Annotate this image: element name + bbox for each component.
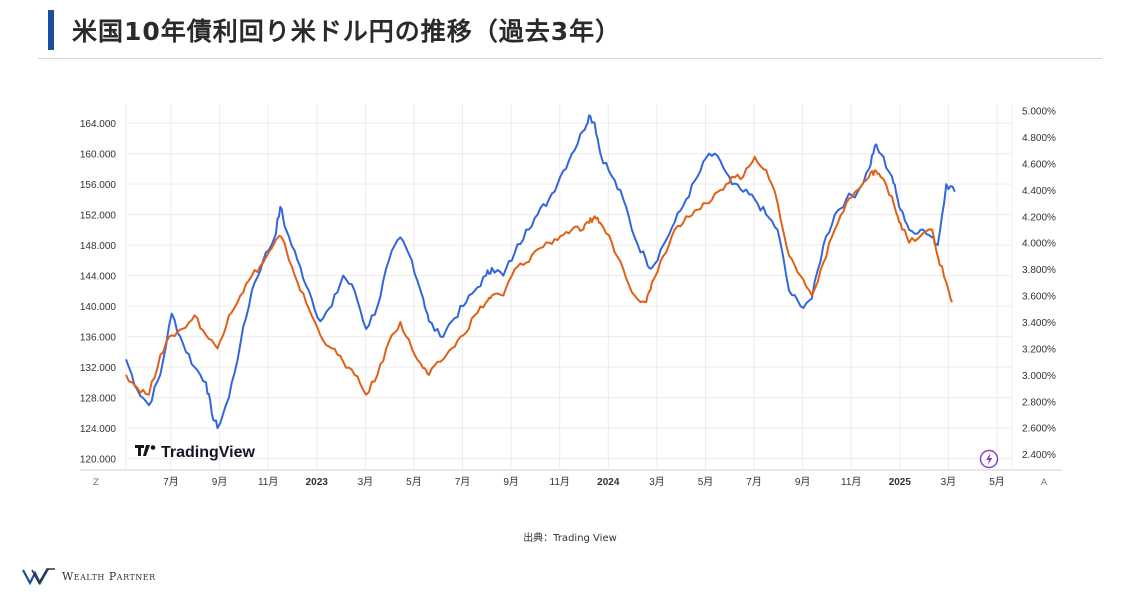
left-axis-tick-label: 156.000 [80, 180, 117, 191]
left-axis-tick-label: 144.000 [80, 272, 117, 283]
right-axis-tick-label: 4.200% [1022, 212, 1056, 223]
source-note: 出典：Trading View [523, 533, 617, 544]
tradingview-logo-icon [135, 445, 150, 456]
right-axis-tick-label: 3.200% [1022, 344, 1056, 355]
left-axis-tick-label: 152.000 [80, 211, 117, 222]
lightning-icon [979, 449, 999, 469]
right-axis-tick-label: 2.400% [1022, 450, 1056, 461]
tradingview-wordmark: TradingView [161, 444, 256, 461]
left-axis-tick-label: 160.000 [80, 150, 117, 161]
wealth-partner-logo-icon [22, 568, 55, 585]
tradingview-logo-dot [150, 445, 156, 450]
x-axis-tick-label: 9月 [503, 476, 519, 488]
x-axis-tick-label: 2025 [889, 477, 912, 488]
right-axis-tick-label: 5.000% [1022, 107, 1056, 118]
left-axis-tick-label: 140.000 [80, 302, 117, 313]
left-axis-tick-label: 132.000 [80, 363, 117, 374]
left-axis-tick-label: 164.000 [80, 119, 117, 130]
x-axis-tick-label: 9月 [795, 476, 811, 488]
x-axis-tick-label: 2023 [306, 477, 329, 488]
x-axis-tick-label: 7月 [163, 476, 179, 488]
x-axis-tick-label: 3月 [941, 476, 957, 488]
left-axis-tick-label: 148.000 [80, 241, 117, 252]
right-axis-tick-label: 4.600% [1022, 159, 1056, 170]
right-axis-tick-label: 3.800% [1022, 265, 1056, 276]
right-axis-tick-label: 2.600% [1022, 424, 1056, 435]
line-chart: 120.000 124.000 128.000 132.000 136.000 140.0… [80, 104, 1062, 488]
lightning-icon-bolt [986, 453, 993, 465]
x-axis-tick-label: 7月 [455, 476, 471, 488]
right-axis-tick-label: 2.800% [1022, 397, 1056, 408]
right-axis-tick-label: 4.000% [1022, 239, 1056, 250]
right-axis-tick-label: 3.600% [1022, 292, 1056, 303]
usdjpy-series-line [125, 114, 956, 430]
x-axis-tick-label: 7月 [746, 476, 762, 488]
left-axis-tick-label: 136.000 [80, 333, 117, 344]
tradingview-watermark: TradingView [135, 444, 256, 461]
left-axis-tick-label: 124.000 [80, 424, 117, 435]
x-axis-tick-label: 11月 [258, 476, 278, 488]
right-axis-tick-label: 4.400% [1022, 186, 1056, 197]
x-axis-tick-label: 5月 [989, 476, 1005, 488]
title-divider [38, 58, 1102, 59]
x-axis-edge-label-right: A [1041, 478, 1048, 488]
us10y-yield-series-line [125, 155, 953, 396]
left-axis-tick-label: 128.000 [80, 394, 117, 405]
x-axis-tick-label: 2024 [597, 477, 620, 488]
logo-text: Wealth Partner [62, 569, 156, 583]
left-axis-tick-label: 120.000 [80, 455, 117, 466]
x-axis-tick-label: 11月 [841, 476, 861, 488]
right-axis-tick-label: 3.400% [1022, 318, 1056, 329]
x-axis-tick-label: 5月 [406, 476, 422, 488]
page-title: 米国10年債利回り米ドル円の推移（過去3年） [72, 17, 622, 46]
x-axis-edge-label-left: Z [93, 478, 99, 488]
title-accent-bar [48, 10, 54, 50]
x-axis-tick-label: 5月 [698, 476, 714, 488]
x-axis-tick-label: 3月 [649, 476, 665, 488]
wealth-partner-logo: Wealth Partner [22, 566, 156, 586]
right-axis-tick-label: 4.800% [1022, 133, 1056, 144]
x-axis-tick-label: 9月 [212, 476, 228, 488]
right-axis-tick-label: 3.000% [1022, 371, 1056, 382]
x-axis-tick-label: 11月 [550, 476, 570, 488]
x-axis-tick-label: 3月 [358, 476, 374, 488]
